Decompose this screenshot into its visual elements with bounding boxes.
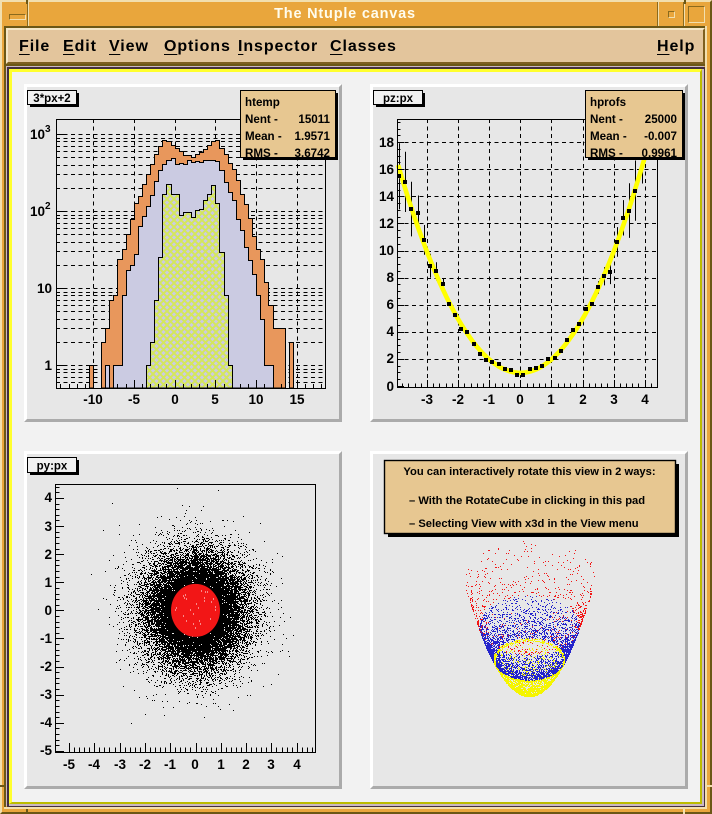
svg-text:2: 2 bbox=[242, 757, 250, 772]
svg-text:1: 1 bbox=[217, 757, 225, 772]
svg-text:2: 2 bbox=[386, 351, 394, 366]
svg-text:4: 4 bbox=[293, 757, 301, 772]
svg-text:-1: -1 bbox=[40, 631, 52, 646]
svg-text:0: 0 bbox=[386, 379, 394, 394]
svg-text:18: 18 bbox=[379, 135, 395, 150]
svg-text:1: 1 bbox=[547, 392, 555, 407]
svg-text:-0.007: -0.007 bbox=[644, 130, 677, 143]
svg-text:-2: -2 bbox=[40, 659, 52, 674]
svg-text:10: 10 bbox=[30, 204, 45, 219]
svg-text:RMS -: RMS - bbox=[590, 147, 623, 160]
svg-text:15011: 15011 bbox=[298, 113, 330, 126]
svg-text:14: 14 bbox=[379, 189, 395, 204]
svg-text:2: 2 bbox=[579, 392, 587, 407]
svg-text:py:px: py:px bbox=[37, 461, 68, 473]
svg-text:10: 10 bbox=[379, 243, 394, 258]
svg-text:-3: -3 bbox=[40, 687, 52, 702]
svg-text:Nent -: Nent - bbox=[590, 113, 623, 126]
svg-text:-3: -3 bbox=[421, 392, 433, 407]
svg-text:3*px+2: 3*px+2 bbox=[33, 93, 70, 105]
svg-text:10: 10 bbox=[30, 127, 45, 142]
svg-text:-1: -1 bbox=[164, 757, 176, 772]
svg-text:3.6742: 3.6742 bbox=[295, 147, 330, 160]
svg-text:1.9571: 1.9571 bbox=[295, 130, 331, 143]
svg-text:15: 15 bbox=[289, 392, 305, 407]
svg-text:2: 2 bbox=[45, 201, 51, 212]
svg-text:– Selecting View with x3d in t: – Selecting View with x3d in the View me… bbox=[409, 518, 639, 530]
svg-text:You can interactively rotate t: You can interactively rotate this view i… bbox=[403, 466, 655, 478]
svg-text:-3: -3 bbox=[114, 757, 126, 772]
svg-text:Nent -: Nent - bbox=[245, 113, 278, 126]
svg-text:0: 0 bbox=[516, 392, 524, 407]
svg-text:-5: -5 bbox=[63, 757, 75, 772]
svg-text:3: 3 bbox=[44, 519, 52, 534]
svg-text:-10: -10 bbox=[83, 392, 103, 407]
svg-text:3: 3 bbox=[610, 392, 618, 407]
svg-text:16: 16 bbox=[379, 162, 395, 177]
svg-text:3: 3 bbox=[267, 757, 275, 772]
svg-text:0: 0 bbox=[191, 757, 199, 772]
svg-text:RMS -: RMS - bbox=[245, 147, 278, 160]
svg-text:3: 3 bbox=[45, 124, 51, 135]
svg-text:0: 0 bbox=[44, 603, 52, 618]
svg-text:-5: -5 bbox=[128, 392, 140, 407]
svg-text:-5: -5 bbox=[40, 743, 52, 758]
svg-text:8: 8 bbox=[386, 270, 394, 285]
svg-text:– With the RotateCube in click: – With the RotateCube in clicking in thi… bbox=[409, 495, 645, 507]
svg-text:pz:px: pz:px bbox=[383, 93, 414, 105]
svg-text:0.9961: 0.9961 bbox=[642, 147, 678, 160]
svg-text:Mean -: Mean - bbox=[590, 130, 627, 143]
svg-text:25000: 25000 bbox=[645, 113, 677, 126]
svg-text:-4: -4 bbox=[88, 757, 100, 772]
svg-text:5: 5 bbox=[211, 392, 219, 407]
svg-text:4: 4 bbox=[44, 490, 52, 505]
svg-text:4: 4 bbox=[641, 392, 649, 407]
svg-text:10: 10 bbox=[37, 281, 52, 296]
svg-text:12: 12 bbox=[379, 216, 394, 231]
svg-text:Mean -: Mean - bbox=[245, 130, 282, 143]
svg-text:10: 10 bbox=[248, 392, 263, 407]
svg-text:-1: -1 bbox=[483, 392, 495, 407]
svg-text:2: 2 bbox=[44, 547, 52, 562]
svg-text:htemp: htemp bbox=[245, 96, 280, 109]
svg-text:-4: -4 bbox=[40, 715, 52, 730]
svg-text:-2: -2 bbox=[452, 392, 464, 407]
svg-text:4: 4 bbox=[386, 324, 394, 339]
svg-text:6: 6 bbox=[386, 297, 394, 312]
svg-text:1: 1 bbox=[44, 358, 52, 373]
svg-text:hprofs: hprofs bbox=[590, 96, 626, 109]
svg-text:0: 0 bbox=[171, 392, 179, 407]
svg-text:-2: -2 bbox=[139, 757, 151, 772]
svg-text:1: 1 bbox=[44, 575, 52, 590]
